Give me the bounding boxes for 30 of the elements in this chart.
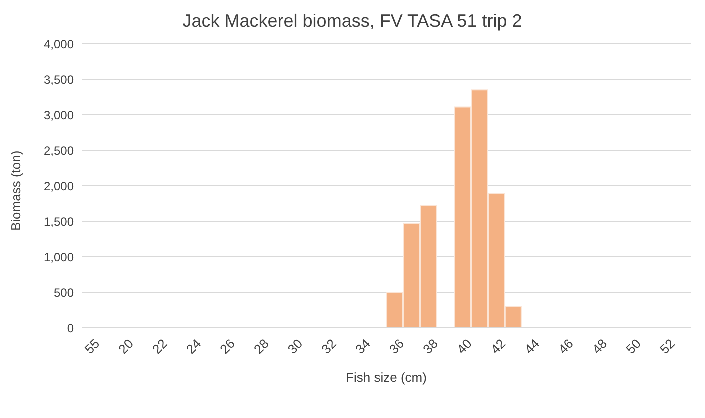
y-tick-label: 1,000 [44,250,74,264]
y-tick-label: 3,500 [44,72,74,87]
x-tick-label: 40 [454,336,475,357]
y-axis-title: Biomass (ton) [8,150,24,231]
x-tick-label: 42 [488,336,509,357]
y-tick-label: 0 [67,321,74,336]
x-tick-label: 50 [623,336,644,357]
x-tick-label: 28 [251,336,272,357]
y-tick-label: 1,500 [44,214,74,229]
x-tick-label: 52 [657,336,678,357]
x-tick-label: 24 [183,336,204,357]
x-tick-label: 22 [150,336,170,357]
x-tick-label: 44 [522,336,543,357]
x-tick-label: 32 [318,336,340,357]
x-tick-label: 48 [589,336,610,357]
x-tick-label: 34 [352,336,374,357]
y-tick-label: 2,500 [44,144,74,158]
x-tick-label: 55 [82,336,103,357]
y-tick-label: 4,000 [44,37,74,52]
x-tick-label: 26 [217,336,238,357]
x-tick-label: 36 [386,336,408,357]
y-tick-label: 500 [54,286,74,300]
x-tick-label: 30 [284,336,306,357]
x-tick-label: 46 [556,336,576,357]
y-tick-label: 2,000 [44,179,74,194]
x-tick-label: 38 [420,336,442,357]
x-axis-title: Fish size (cm) [346,370,427,385]
chart-title: Jack Mackerel biomass, FV TASA 51 trip 2 [182,10,524,33]
y-tick-label: 3,000 [44,108,74,122]
x-tick-label: 20 [116,336,137,357]
